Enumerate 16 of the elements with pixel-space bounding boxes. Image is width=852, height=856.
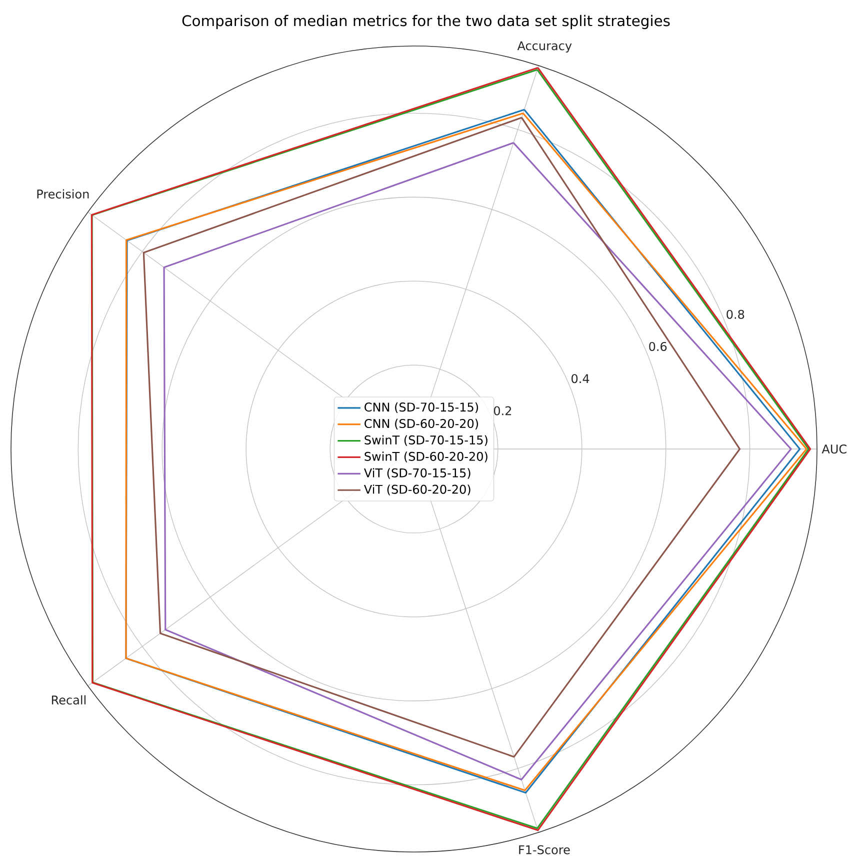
legend-label: ViT (SD-60-20-20): [364, 484, 470, 496]
spoke-label: Accuracy: [517, 41, 572, 53]
spoke-label: Precision: [37, 189, 89, 199]
spoke-label: AUC: [822, 444, 846, 454]
chart-title: Comparison of median metrics for the two data set split strategies: [182, 14, 670, 30]
legend-label: SwinT (SD-60-20-20): [364, 452, 488, 462]
legend-label: CNN (SD-70-15-15): [364, 402, 478, 414]
legend-label: SwinT (SD-70-15-15): [364, 435, 488, 446]
y-tick-label: 0.8: [726, 310, 744, 319]
y-tick-label: 0.6: [649, 342, 667, 352]
legend-label: ViT (SD-70-15-15): [364, 468, 470, 479]
spoke-label: F1-Score: [519, 845, 570, 854]
y-tick-label: 0.4: [572, 374, 590, 384]
spoke-label: Recall: [52, 695, 86, 705]
legend-label: CNN (SD-60-20-20): [364, 418, 478, 430]
y-tick-label: 0.2: [494, 406, 512, 416]
